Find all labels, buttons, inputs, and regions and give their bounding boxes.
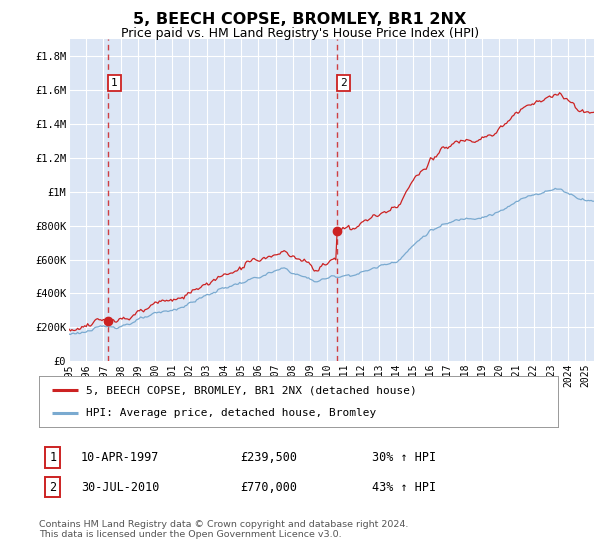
Text: Contains HM Land Registry data © Crown copyright and database right 2024.
This d: Contains HM Land Registry data © Crown c…: [39, 520, 409, 539]
Text: 1: 1: [111, 78, 118, 88]
Text: 10-APR-1997: 10-APR-1997: [81, 451, 160, 464]
Text: HPI: Average price, detached house, Bromley: HPI: Average price, detached house, Brom…: [86, 408, 376, 418]
Text: £770,000: £770,000: [240, 480, 297, 494]
Text: 2: 2: [340, 78, 347, 88]
Text: 43% ↑ HPI: 43% ↑ HPI: [372, 480, 436, 494]
Text: £239,500: £239,500: [240, 451, 297, 464]
Text: 5, BEECH COPSE, BROMLEY, BR1 2NX (detached house): 5, BEECH COPSE, BROMLEY, BR1 2NX (detach…: [86, 385, 416, 395]
Text: 2: 2: [49, 480, 56, 494]
Text: 5, BEECH COPSE, BROMLEY, BR1 2NX: 5, BEECH COPSE, BROMLEY, BR1 2NX: [133, 12, 467, 27]
Text: 30-JUL-2010: 30-JUL-2010: [81, 480, 160, 494]
Text: 1: 1: [49, 451, 56, 464]
Text: 30% ↑ HPI: 30% ↑ HPI: [372, 451, 436, 464]
Text: Price paid vs. HM Land Registry's House Price Index (HPI): Price paid vs. HM Land Registry's House …: [121, 27, 479, 40]
